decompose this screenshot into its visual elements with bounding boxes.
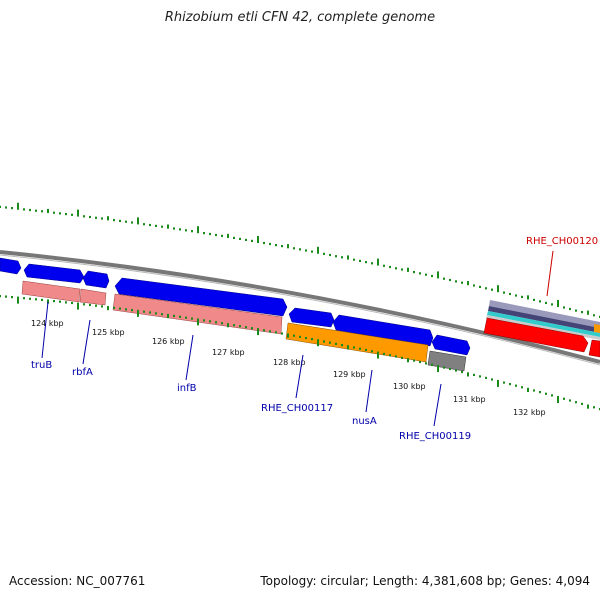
gene-label-rhe-ch00119[interactable]: RHE_CH00119 [399, 431, 471, 442]
ruler-label: 129 kbp [333, 370, 366, 379]
gene-label-rbfa[interactable]: rbfA [72, 367, 93, 378]
gene-label-infb[interactable]: infB [177, 383, 197, 394]
gene-label-rhe-ch00120[interactable]: RHE_CH00120 [526, 236, 598, 247]
gene-block-reverse[interactable] [79, 288, 107, 306]
gene-block-gray[interactable] [427, 350, 467, 372]
outer-tick-ring [0, 202, 600, 318]
gene-block-reverse[interactable] [21, 280, 81, 303]
gene-arrow-forward[interactable] [332, 314, 434, 347]
gene-arrow-forward[interactable] [23, 263, 85, 284]
gene-arrow-red[interactable] [588, 339, 600, 358]
gene-block-orange[interactable] [594, 324, 600, 333]
accession-text: Accession: NC_007761 [9, 574, 146, 588]
label-leaders [41, 250, 554, 427]
gene-track [0, 257, 600, 372]
gene-band-cluster[interactable] [488, 306, 600, 333]
gene-band-cluster[interactable] [489, 300, 600, 328]
gene-arrow-forward[interactable] [114, 277, 288, 317]
genome-summary-text: Topology: circular; Length: 4,381,608 bp… [260, 574, 590, 588]
genome-backbone [0, 250, 600, 366]
gene-labels: truB rbfA infB RHE_CH00117 nusA RHE_CH00… [31, 236, 598, 442]
gene-label-nusa[interactable]: nusA [352, 416, 377, 427]
ruler-label: 124 kbp [31, 319, 64, 328]
gene-band-cluster[interactable] [487, 311, 600, 337]
gene-label-trub[interactable]: truB [31, 360, 52, 371]
ruler-label: 126 kbp [152, 337, 185, 346]
gene-label-rhe-ch00117[interactable]: RHE_CH00117 [261, 403, 333, 414]
ruler-label: 128 kbp [273, 358, 306, 367]
gene-arrow-red[interactable] [483, 317, 589, 353]
ruler-label: 131 kbp [453, 395, 486, 404]
gene-arrow-forward[interactable] [431, 334, 471, 356]
ruler-label: 130 kbp [393, 382, 426, 391]
ruler-label: 125 kbp [92, 328, 125, 337]
gene-arrow-forward[interactable] [288, 307, 335, 328]
ruler-labels: 124 kbp 125 kbp 126 kbp 127 kbp 128 kbp … [31, 319, 546, 417]
gene-arrow-forward[interactable] [0, 257, 22, 275]
map-title: Rhizobium etli CFN 42, complete genome [164, 10, 436, 25]
ruler-label: 132 kbp [513, 408, 546, 417]
ruler-label: 127 kbp [212, 348, 245, 357]
gene-arrow-forward[interactable] [82, 270, 110, 289]
inner-tick-ring [0, 295, 600, 411]
gene-block-orange[interactable] [285, 322, 429, 363]
